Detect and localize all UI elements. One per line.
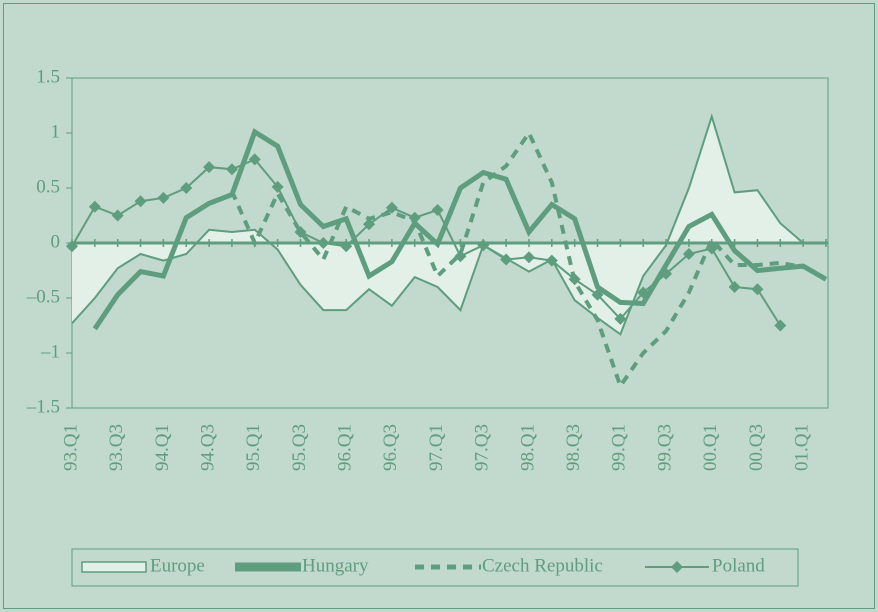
marker: [271, 180, 284, 193]
y-tick-label: 0: [51, 231, 61, 252]
y-tick-label: 1.5: [36, 66, 60, 87]
x-tick-label: 94.Q1: [152, 424, 173, 471]
marker: [637, 286, 650, 299]
legend-label: Hungary: [302, 555, 369, 576]
marker: [180, 182, 193, 194]
marker: [705, 242, 718, 255]
x-tick-label: 96.Q3: [380, 424, 401, 471]
marker: [248, 153, 261, 166]
y-tick-label: 0.5: [36, 176, 60, 197]
marker: [294, 226, 307, 238]
x-tick-label: 93.Q1: [60, 424, 81, 471]
marker: [431, 204, 444, 216]
x-tick-label: 95.Q1: [243, 424, 264, 471]
x-tick-label: 99.Q3: [654, 424, 675, 471]
marker: [614, 312, 627, 325]
x-tick-label: 97.Q1: [426, 424, 447, 471]
marker: [545, 254, 558, 267]
y-tick-label: 1: [51, 121, 61, 142]
x-tick-label: 94.Q3: [197, 424, 218, 471]
legend-box: [71, 548, 799, 587]
marker: [111, 209, 124, 222]
marker: [500, 253, 513, 266]
marker: [385, 201, 398, 214]
y-tick-label: –0.5: [26, 286, 60, 307]
x-tick-label: 98.Q3: [563, 424, 584, 471]
marker: [225, 163, 238, 176]
x-tick-label: 00.Q1: [700, 424, 721, 471]
x-tick-label: 01.Q1: [792, 424, 813, 471]
x-tick-label: 00.Q3: [746, 424, 767, 471]
x-tick-label: 99.Q1: [609, 424, 630, 471]
marker: [522, 251, 535, 264]
x-tick-label: 96.Q1: [335, 424, 356, 471]
marker: [774, 319, 787, 332]
legend-swatch: [81, 561, 147, 573]
series-line: [71, 158, 782, 327]
marker: [317, 237, 330, 249]
x-tick-label: 98.Q1: [517, 424, 538, 471]
marker: [88, 200, 101, 213]
marker: [751, 283, 764, 296]
x-tick-label: 93.Q3: [106, 424, 127, 471]
marker: [340, 240, 353, 253]
marker: [363, 218, 376, 231]
marker: [454, 250, 467, 263]
legend-marker: [671, 561, 683, 573]
marker: [157, 191, 170, 204]
x-tick-label: 95.Q3: [289, 424, 310, 471]
y-tick-label: –1.5: [26, 396, 60, 417]
marker: [682, 248, 695, 260]
marker: [477, 239, 490, 252]
area: [72, 116, 804, 335]
legend-label: Europe: [150, 555, 205, 576]
marker: [728, 281, 741, 293]
legend-label: Czech Republic: [482, 555, 603, 576]
marker: [203, 161, 216, 174]
marker: [568, 273, 581, 286]
series-line: [71, 113, 804, 336]
legend-label: Poland: [712, 555, 765, 576]
marker: [591, 288, 604, 301]
marker: [408, 211, 421, 224]
x-tick-label: 97.Q3: [472, 424, 493, 471]
marker: [66, 240, 78, 253]
marker: [134, 195, 147, 208]
marker: [660, 267, 673, 280]
series-line: [92, 128, 828, 331]
frame: [3, 3, 875, 609]
y-tick-label: –1: [40, 341, 60, 362]
